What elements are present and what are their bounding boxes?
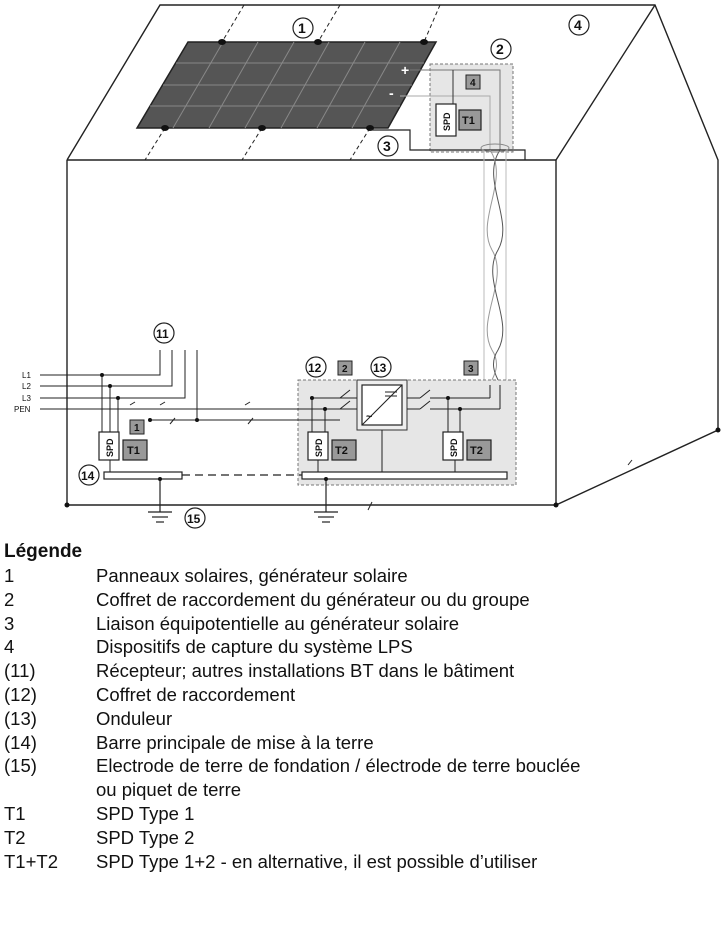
- svg-text:4: 4: [470, 78, 476, 89]
- svg-text:~: ~: [366, 411, 373, 423]
- svg-text:L1: L1: [22, 371, 31, 380]
- plus-sign: +: [401, 62, 409, 78]
- spd-t1-generator: SPD T1: [435, 103, 482, 137]
- legend-item: T1+T2 SPD Type 1+2 - en alternative, il e…: [4, 850, 538, 872]
- svg-text:11: 11: [156, 327, 169, 341]
- solar-panel: [135, 39, 438, 131]
- svg-text:15: 15: [187, 512, 201, 526]
- svg-text:T1: T1: [462, 115, 475, 127]
- callouts: [78, 14, 590, 529]
- inverter-symbol: ~: [361, 384, 403, 426]
- svg-text:L2: L2: [22, 382, 31, 391]
- legend-item: (15) Electrode de terre de fondation / él…: [4, 755, 581, 777]
- spd-t1-main: SPD T1: [98, 431, 148, 461]
- minus-sign: -: [389, 85, 394, 101]
- lps-air-termination-wires: [144, 4, 441, 161]
- svg-text:T1: T1: [127, 445, 140, 457]
- svg-text:2: 2: [496, 41, 504, 57]
- spd-t2-right: SPD T2: [442, 431, 492, 461]
- svg-text:13: 13: [373, 361, 387, 375]
- tag-square-1: [129, 419, 145, 435]
- dc-cables: [400, 69, 501, 150]
- connection-dots: [64, 373, 721, 508]
- svg-text:4: 4: [574, 17, 582, 33]
- legend-item: 4 Dispositifs de capture du système LPS: [4, 636, 413, 658]
- svg-text:2: 2: [342, 364, 348, 375]
- legend-item: T2 SPD Type 2: [4, 826, 195, 848]
- legend-item: (13) Onduleur: [4, 707, 173, 729]
- svg-text:12: 12: [308, 361, 322, 375]
- pv-lightning-protection-diagram: + - SPD T1 4 ~ 2 3 1: [14, 4, 721, 529]
- svg-text:3: 3: [383, 138, 391, 154]
- house-outline: [66, 4, 719, 506]
- legend-item: (14) Barre principale de mise à la terre: [4, 731, 374, 753]
- tag-square-4: [465, 74, 481, 90]
- svg-text:T2: T2: [335, 445, 348, 457]
- svg-text:14: 14: [81, 469, 95, 483]
- legend-item: (11) Récepteur; autres installations BT d…: [4, 660, 515, 682]
- legend-item: 2 Coffret de raccordement du générateur o…: [4, 588, 530, 610]
- legend-item: 3 Liaison équipotentielle au générateur s…: [4, 612, 460, 634]
- svg-text:SPD: SPD: [449, 438, 459, 457]
- legend-continuation: ou piquet de terre: [96, 779, 242, 801]
- legend: Légende 1 Panneaux solaires, générateur s…: [4, 541, 722, 873]
- svg-text:1: 1: [134, 423, 140, 434]
- svg-text:L3: L3: [22, 394, 31, 403]
- tag-square-3: [463, 360, 479, 376]
- legend-item: T1 SPD Type 1: [4, 802, 195, 824]
- svg-text:3: 3: [468, 364, 474, 375]
- earth-electrodes: [148, 479, 338, 523]
- svg-text:T2: T2: [470, 445, 483, 457]
- legend-item: 1 Panneaux solaires, générateur solaire: [4, 565, 408, 586]
- svg-text:SPD: SPD: [314, 438, 324, 457]
- svg-text:SPD: SPD: [442, 112, 452, 131]
- svg-text:1: 1: [298, 20, 306, 36]
- tag-square-2: [337, 360, 353, 376]
- legend-title: Légende: [4, 541, 83, 562]
- earthing-bar-box12: [301, 471, 508, 480]
- equipotential-bonding-line: [370, 129, 526, 160]
- legend-item: (12) Coffret de raccordement: [4, 683, 296, 705]
- ac-wiring: [101, 375, 633, 511]
- svg-text:SPD: SPD: [105, 438, 115, 457]
- svg-text:PEN: PEN: [14, 405, 31, 414]
- twisted-dc-cable: [480, 143, 510, 390]
- spd-t2-left: SPD T2: [307, 431, 357, 461]
- main-earthing-bar: [103, 471, 183, 480]
